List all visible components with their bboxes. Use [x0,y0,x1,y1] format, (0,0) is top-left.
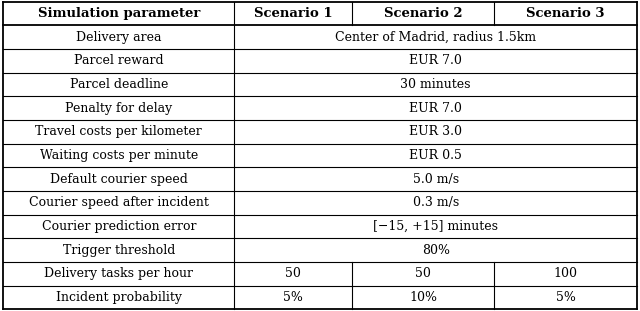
Text: Parcel deadline: Parcel deadline [70,78,168,91]
Text: 80%: 80% [422,244,450,257]
Text: 100: 100 [554,267,577,281]
Text: Courier speed after incident: Courier speed after incident [29,196,209,209]
Text: 5%: 5% [556,291,575,304]
Text: 5.0 m/s: 5.0 m/s [413,173,459,186]
Text: EUR 7.0: EUR 7.0 [409,54,462,67]
Text: EUR 3.0: EUR 3.0 [409,125,462,138]
Text: Delivery area: Delivery area [76,30,161,44]
Text: 0.3 m/s: 0.3 m/s [413,196,459,209]
Text: Incident probability: Incident probability [56,291,182,304]
Text: 50: 50 [285,267,301,281]
Text: Delivery tasks per hour: Delivery tasks per hour [44,267,193,281]
Text: Trigger threshold: Trigger threshold [63,244,175,257]
Text: EUR 0.5: EUR 0.5 [409,149,462,162]
Text: Scenario 2: Scenario 2 [383,7,462,20]
Text: Waiting costs per minute: Waiting costs per minute [40,149,198,162]
Text: Scenario 3: Scenario 3 [526,7,605,20]
Text: Scenario 1: Scenario 1 [253,7,332,20]
Text: 5%: 5% [283,291,303,304]
Text: Courier prediction error: Courier prediction error [42,220,196,233]
Text: 30 minutes: 30 minutes [401,78,471,91]
Text: Travel costs per kilometer: Travel costs per kilometer [35,125,202,138]
Text: Default courier speed: Default courier speed [50,173,188,186]
Text: 10%: 10% [409,291,437,304]
Text: Parcel reward: Parcel reward [74,54,164,67]
Text: Penalty for delay: Penalty for delay [65,102,172,115]
Text: Center of Madrid, radius 1.5km: Center of Madrid, radius 1.5km [335,30,536,44]
Text: 50: 50 [415,267,431,281]
Text: EUR 7.0: EUR 7.0 [409,102,462,115]
Text: [−15, +15] minutes: [−15, +15] minutes [373,220,498,233]
Text: Simulation parameter: Simulation parameter [38,7,200,20]
